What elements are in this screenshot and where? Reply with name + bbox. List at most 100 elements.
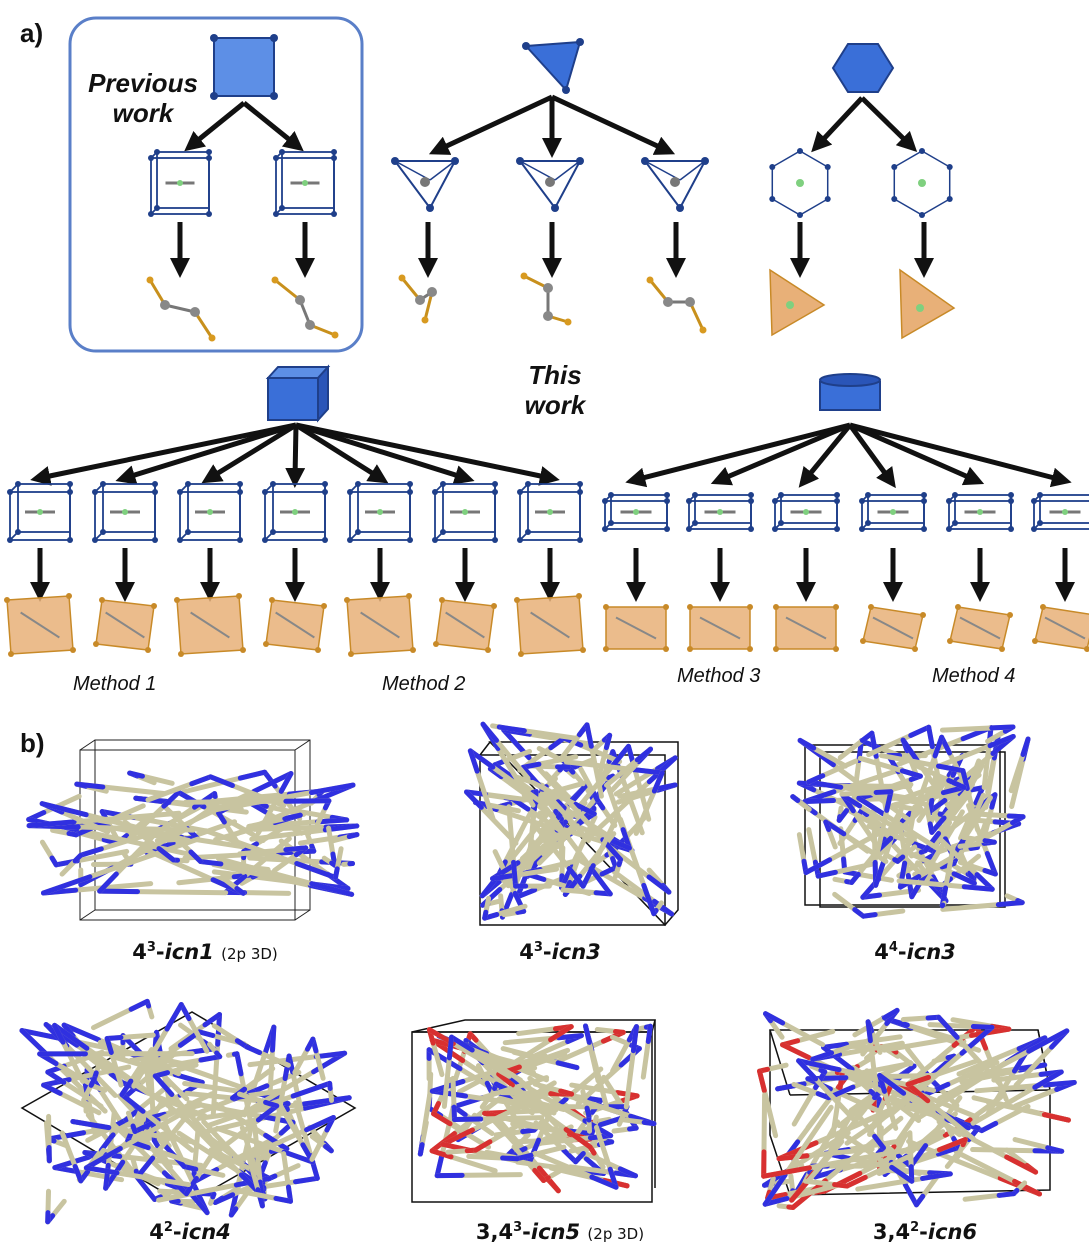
atom-end <box>304 1114 336 1133</box>
atom-end <box>617 1166 639 1179</box>
method-3-label: Method 3 <box>677 665 761 687</box>
atom-end <box>806 779 844 790</box>
atom-end <box>820 1044 855 1072</box>
atom-end <box>872 1133 886 1151</box>
row2-cube-ligand-5 <box>344 593 416 657</box>
atom-end <box>270 1024 277 1053</box>
atom-end <box>208 774 235 788</box>
row2-cube-ligand-4 <box>263 597 327 653</box>
atom-end <box>641 1119 657 1127</box>
net-structure-5 <box>417 1023 657 1194</box>
atom-end <box>936 1014 960 1040</box>
atom-end <box>932 734 945 759</box>
row1-ligand-3 <box>398 274 437 324</box>
row2-cube-frame-3 <box>177 481 243 543</box>
net-6-sup: 2 <box>910 1220 920 1235</box>
atom-end <box>646 755 678 785</box>
panel-b-label: b) <box>20 728 45 758</box>
atom-end <box>580 863 596 889</box>
fan-arrow-prism-2 <box>710 422 851 486</box>
atom-end <box>859 730 875 744</box>
row2-cube-ligand-7 <box>514 593 586 657</box>
row2-prism-frame-3 <box>772 492 840 532</box>
atom-end <box>499 724 527 734</box>
row2-down-arrows <box>30 548 1075 602</box>
atom-end <box>161 789 182 809</box>
atom-end <box>927 821 935 835</box>
atom-end <box>987 733 1016 749</box>
row2-prism-ligand-2 <box>687 604 753 652</box>
net-2-base: 4 <box>519 940 534 964</box>
row2-cube-frame-4 <box>262 481 328 543</box>
atom-end <box>492 762 516 780</box>
net-label-6: 3,42-icn6 <box>872 1220 978 1244</box>
atom-end <box>506 1073 526 1094</box>
atom-end <box>72 852 84 864</box>
atom-end <box>589 1174 619 1190</box>
atom-end <box>968 844 980 851</box>
atom-end <box>873 859 887 888</box>
atom-end <box>446 1034 455 1061</box>
atom-end <box>806 773 826 785</box>
fan-arrow-cube-2 <box>115 422 297 485</box>
atom-end <box>995 900 1025 908</box>
atom-end <box>214 1050 223 1060</box>
net-3-name: icn3 <box>906 940 956 964</box>
atom-end <box>961 884 995 892</box>
fan-arrow-prism-3 <box>798 423 852 488</box>
atom-end <box>511 859 519 889</box>
atom-end <box>1012 1178 1043 1197</box>
atom-end <box>431 1111 453 1127</box>
row2-prism-ligand-5 <box>947 604 1013 652</box>
atom-end <box>558 1088 575 1097</box>
net-4-base: 4 <box>149 1220 164 1244</box>
atom-end <box>234 1051 244 1077</box>
atom-end <box>251 771 294 794</box>
atom-end <box>946 777 967 790</box>
atom-end <box>346 832 360 840</box>
atom-end <box>899 768 923 779</box>
net-structure-4 <box>19 998 352 1225</box>
atom-end <box>589 1126 596 1137</box>
atom-end <box>609 838 632 851</box>
atom-end <box>108 1132 116 1141</box>
net-structure-1 <box>26 769 360 897</box>
atom-end <box>634 746 654 763</box>
atom-end <box>72 1163 84 1184</box>
atom-end <box>482 909 489 921</box>
fan-arrow-prism-1 <box>625 422 851 488</box>
atom-end <box>258 1160 268 1176</box>
this-work-line1: This <box>528 360 582 390</box>
atom-end <box>237 769 268 781</box>
atom-end <box>97 871 119 894</box>
net-4-sup: 2 <box>163 1220 173 1235</box>
atom-end <box>183 1175 199 1197</box>
atom-end <box>484 1080 494 1094</box>
atom-end <box>283 845 309 853</box>
atom-end <box>905 1074 932 1087</box>
atom-end <box>612 1029 626 1035</box>
atom-end <box>70 1119 112 1131</box>
row2-cube-frame-7 <box>517 481 583 543</box>
row1-ligand-6 <box>769 268 826 337</box>
atom-end <box>128 998 150 1012</box>
net-3-sup: 4 <box>888 940 898 955</box>
atom-end <box>198 1054 223 1063</box>
atom-end <box>802 797 836 804</box>
row1-ligand-2 <box>271 276 339 339</box>
atom-end <box>282 812 303 822</box>
previous-work-label: Previous work <box>78 68 208 128</box>
atom-end <box>473 1139 493 1153</box>
net-label-4: 42-icn4 <box>149 1220 231 1244</box>
atom-end <box>968 1026 1012 1038</box>
atom-end <box>810 1050 835 1062</box>
atom-end <box>970 1024 995 1030</box>
atom-end <box>960 768 970 791</box>
atom-end <box>26 819 77 829</box>
atom-end <box>584 1105 592 1118</box>
atom-end <box>198 859 224 867</box>
row2-prism-frame-5 <box>946 492 1014 532</box>
atom-end <box>39 801 89 818</box>
atom-end <box>61 1022 101 1043</box>
net-1-sup: 3 <box>146 940 156 955</box>
